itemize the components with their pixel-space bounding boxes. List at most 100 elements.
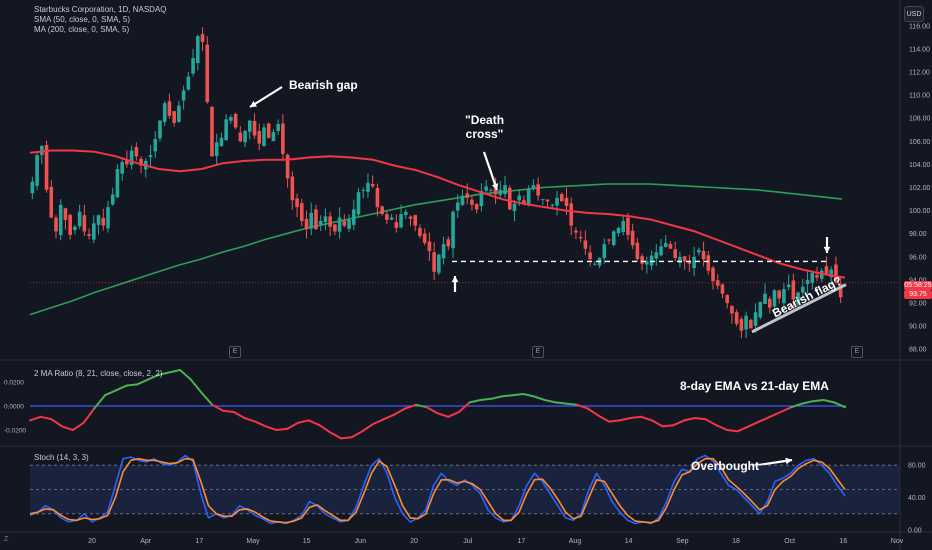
candle-body [564,197,569,206]
chart-legend: Starbucks Corporation, 1D, NASDAQ SMA (5… [34,5,167,35]
price-tick-label: 104.00 [909,162,931,169]
ratio-line-segment [29,415,42,422]
candle-body [337,217,342,232]
timezone-toggle[interactable]: Z [4,536,9,543]
ratio-line-segment [565,402,578,406]
candle-body [739,319,744,331]
time-tick-label: 16 [839,538,847,545]
candle-body [593,263,597,265]
ratio-line-segment [586,407,600,417]
ratio-line-segment [307,419,321,427]
stoch-d-line [29,457,846,524]
ratio-line-segment [747,420,761,428]
candle-body [503,185,507,195]
candle-body [167,101,172,116]
candle-body [574,230,578,233]
ratio-line-segment [640,415,653,422]
candle-body [777,290,781,299]
symbol-legend[interactable]: Starbucks Corporation, 1D, NASDAQ [34,5,167,14]
earnings-marker[interactable]: E [532,346,544,358]
candle-body [588,252,592,260]
ratio-line-segment [189,378,203,394]
stoch-tick-label: 40.00 [908,495,926,502]
ratio-line-segment [704,418,718,427]
ratio-line-segment [479,397,493,401]
ratio-line-segment [833,401,846,409]
ratio-line-segment [629,415,643,419]
ema-comparison-label: 8-day EMA vs 21-day EMA [680,379,829,393]
ratio-line-segment [404,403,418,410]
ratio-line-segment [136,378,149,386]
candle-body [366,182,370,192]
candle-body [177,105,181,122]
ratio-line-segment [339,436,353,440]
ratio-tick-label: 0.0000 [4,404,24,411]
last-price-tag: 93.75 [904,290,932,299]
sma50-line [29,149,846,279]
candle-body [229,117,233,121]
candle-body [616,227,621,234]
time-tick-label: 20 [410,538,418,545]
ratio-line-segment [811,399,825,403]
candle-body [82,215,87,232]
ratio-line-segment [683,417,696,422]
candle-body [356,192,361,215]
price-tick-label: 96.00 [909,254,927,261]
ratio-line-segment [211,403,225,412]
time-tick-label: Jun [355,538,366,545]
support-up-arrow-head [451,276,459,283]
ratio-line-segment [157,371,171,376]
ratio-line-segment [726,429,739,433]
candle-body [370,183,375,187]
candle-body [645,261,649,265]
ratio-line-segment [71,421,85,431]
candle-body [767,298,772,308]
ratio-line-segment [779,406,793,413]
currency-button[interactable]: USD [904,6,924,22]
candle-body [749,319,753,329]
candle-body [479,190,484,207]
candle-body [460,195,465,205]
time-tick-label: Apr [140,538,152,545]
candle-body [266,123,271,138]
candle-body [815,275,819,278]
sma50-legend[interactable]: SMA (50, close, 0, SMA, 5) [34,15,131,24]
candle-body [361,189,366,191]
ratio-line-segment [254,420,267,428]
time-tick-label: 17 [195,538,203,545]
candle-body [621,221,626,233]
ma200-legend[interactable]: MA (200, close, 0, SMA, 5) [34,25,130,34]
candle-body [772,290,777,307]
ratio-line-segment [661,424,675,428]
candle-body [399,214,403,228]
candle-body [351,209,356,225]
candle-body [687,262,692,264]
ratio-line-segment [125,383,139,387]
death-cross-arrow-head [491,183,499,190]
bearish-gap-arrow [249,86,283,108]
candle-body [663,242,668,247]
ratio-line-segment [232,411,246,419]
candle-body [446,239,451,247]
stoch-pane-title[interactable]: Stoch (14, 3, 3) [34,453,89,462]
bearish-gap-arrow-head [250,100,257,107]
candle-body [451,211,455,249]
ma-ratio-pane-title[interactable]: 2 MA Ratio (8, 21, close, close, 2, 2) [34,369,163,378]
candle-body [711,267,715,282]
candle-body [418,227,422,237]
candle-body [734,312,739,324]
ratio-line-segment [672,419,686,427]
time-tick-label: 18 [732,538,740,545]
candle-body [92,223,96,240]
earnings-marker[interactable]: E [851,346,863,358]
time-tick-label: Nov [891,538,904,545]
candle-body [148,155,153,158]
time-tick-label: May [246,538,260,545]
candle-body [210,106,214,157]
candle-body [555,197,559,206]
price-tick-label: 92.00 [909,301,927,308]
earnings-marker[interactable]: E [229,346,241,358]
ratio-line-segment [511,393,525,397]
candle-body [432,252,436,272]
